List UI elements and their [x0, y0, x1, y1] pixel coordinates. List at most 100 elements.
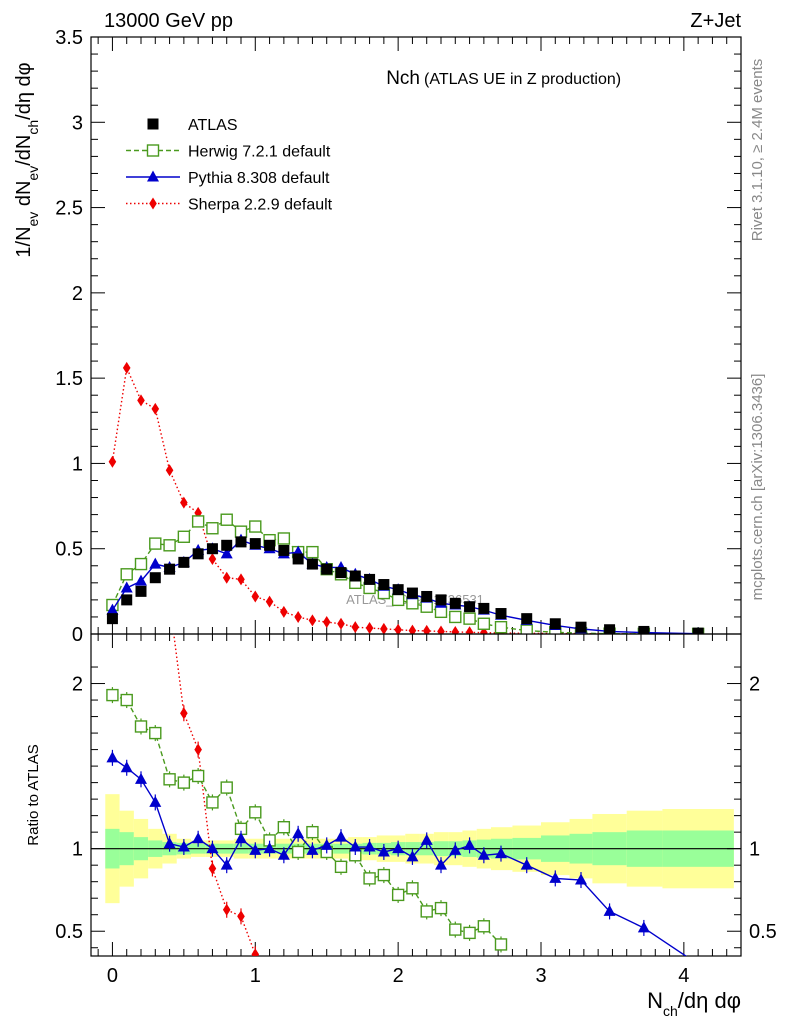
point-atlas	[364, 573, 376, 585]
ratio-point-herwig-7-2-1-default	[163, 773, 176, 786]
ratio-y-tick-label: 2	[72, 674, 83, 696]
ratio-point-pythia-8-308-default	[120, 761, 133, 773]
point-atlas	[638, 625, 650, 634]
ratio-point-pythia-8-308-default	[249, 843, 262, 855]
ratio-point-herwig-7-2-1-default	[291, 845, 305, 859]
point-atlas	[178, 556, 190, 568]
ratio-y-tick-label: 1	[72, 839, 83, 861]
series-atlas	[106, 536, 704, 634]
point-atlas	[135, 585, 147, 597]
point-atlas	[335, 567, 347, 579]
plot-title: Nch	[386, 68, 420, 89]
series-herwig-7-2-1-default	[106, 513, 705, 634]
point-sherpa-2-2-9-default	[251, 590, 260, 603]
ratio-point-pythia-8-308-default	[692, 958, 704, 969]
ratio-point-herwig-7-2-1-default	[420, 905, 433, 918]
ratio-point-sherpa-2-2-9-default	[180, 707, 188, 720]
point-pythia-8-308-default	[220, 547, 233, 559]
ratio-point-herwig-7-2-1-default	[149, 726, 162, 740]
point-atlas	[549, 618, 561, 630]
point-sherpa-2-2-9-default	[122, 361, 131, 374]
point-sherpa-2-2-9-default	[351, 621, 360, 634]
process-label: Z+Jet	[690, 10, 741, 32]
point-atlas	[206, 543, 218, 555]
point-herwig-7-2-1-default	[520, 624, 533, 634]
point-pythia-8-308-default	[135, 574, 147, 586]
ratio-y-tick-label-right: 0.5	[749, 921, 777, 943]
ratio-point-herwig-7-2-1-default	[220, 781, 233, 794]
point-sherpa-2-2-9-default	[222, 571, 231, 584]
point-atlas	[278, 544, 290, 556]
series-line-sherpa-2-2-9-default	[111, 365, 699, 634]
ratio-series-pythia-8-308-default	[106, 749, 704, 969]
point-herwig-7-2-1-default	[163, 539, 176, 552]
point-pythia-8-308-default	[120, 581, 133, 593]
point-atlas	[192, 548, 204, 560]
legend-item-herwig-7-2-1-default: Herwig 7.2.1 default	[126, 144, 331, 161]
ratio-point-sherpa-2-2-9-default	[194, 743, 202, 756]
point-herwig-7-2-1-default	[434, 605, 448, 619]
legend-label: ATLAS	[188, 117, 238, 134]
ratio-point-pythia-8-308-default	[106, 751, 119, 763]
plot-subtitle: (ATLAS UE in Z production)	[424, 71, 621, 88]
ratio-point-pythia-8-308-default	[520, 858, 533, 870]
ratio-axes: 0.5 0.5 1 1 2 2 0 1 2 3 4	[55, 633, 777, 987]
ratio-point-herwig-7-2-1-default	[391, 888, 405, 902]
point-atlas	[221, 539, 233, 551]
legend-marker	[147, 170, 159, 182]
point-sherpa-2-2-9-default	[151, 402, 160, 415]
point-atlas	[121, 594, 133, 606]
point-herwig-7-2-1-default	[449, 610, 462, 624]
main-series-group	[106, 361, 705, 634]
energy-label: 13000 GeV pp	[104, 10, 233, 32]
point-herwig-7-2-1-default	[391, 593, 405, 607]
ratio-point-pythia-8-308-default	[435, 858, 447, 870]
legend-marker	[149, 197, 157, 210]
ratio-point-pythia-8-308-default	[575, 873, 587, 885]
point-sherpa-2-2-9-default	[137, 394, 145, 407]
ratio-point-herwig-7-2-1-default	[363, 872, 376, 885]
ratio-point-pythia-8-308-default	[335, 830, 347, 842]
ratio-point-herwig-7-2-1-default	[177, 776, 191, 789]
legend-marker	[146, 144, 160, 157]
ratio-point-sherpa-2-2-9-default	[251, 948, 260, 956]
point-sherpa-2-2-9-default	[480, 626, 488, 634]
point-atlas	[149, 572, 161, 584]
x-tick-label: 3	[535, 965, 546, 987]
ratio-point-pythia-8-308-default	[549, 871, 562, 883]
point-herwig-7-2-1-default	[134, 557, 148, 571]
legend-label: Sherpa 2.2.9 default	[188, 197, 333, 214]
point-atlas	[235, 536, 247, 548]
point-herwig-7-2-1-default	[406, 597, 419, 610]
ratio-point-pythia-8-308-default	[477, 848, 490, 860]
ratio-point-pythia-8-308-default	[292, 827, 305, 839]
main-y-tick-label: 3	[72, 112, 83, 134]
point-atlas	[521, 613, 533, 625]
ratio-series-group	[106, 634, 704, 969]
point-herwig-7-2-1-default	[220, 513, 233, 526]
ratio-point-sherpa-2-2-9-default	[222, 903, 231, 916]
point-atlas	[435, 594, 447, 606]
x-tick-label: 1	[250, 965, 261, 987]
point-atlas	[321, 563, 333, 575]
main-y-tick-label: 0	[72, 624, 83, 646]
ratio-point-pythia-8-308-default	[192, 832, 205, 844]
ratio-point-herwig-7-2-1-default	[434, 901, 448, 915]
point-sherpa-2-2-9-default	[280, 605, 288, 618]
point-atlas	[575, 621, 587, 633]
point-atlas	[392, 584, 404, 596]
point-pythia-8-308-default	[106, 603, 119, 615]
point-sherpa-2-2-9-default	[322, 616, 331, 629]
point-atlas	[249, 538, 261, 550]
main-y-axis-label: 1/Nev dNev/dNch/dη dφ	[13, 62, 41, 257]
ratio-point-pythia-8-308-default	[603, 904, 616, 916]
main-panel: 1/Nev dNev/dNch/dη dφ Nch (ATLAS UE in Z…	[13, 27, 742, 646]
ratio-point-herwig-7-2-1-default	[406, 882, 419, 895]
mcplots-label: mcplots.cern.ch [arXiv:1306.3436]	[749, 374, 766, 601]
series-line-pythia-8-308-default	[111, 539, 699, 634]
ratio-point-pythia-8-308-default	[637, 921, 650, 933]
ratio-point-pythia-8-308-default	[392, 842, 405, 854]
point-atlas	[495, 608, 507, 620]
x-tick-label: 0	[107, 965, 118, 987]
point-herwig-7-2-1-default	[477, 617, 491, 630]
